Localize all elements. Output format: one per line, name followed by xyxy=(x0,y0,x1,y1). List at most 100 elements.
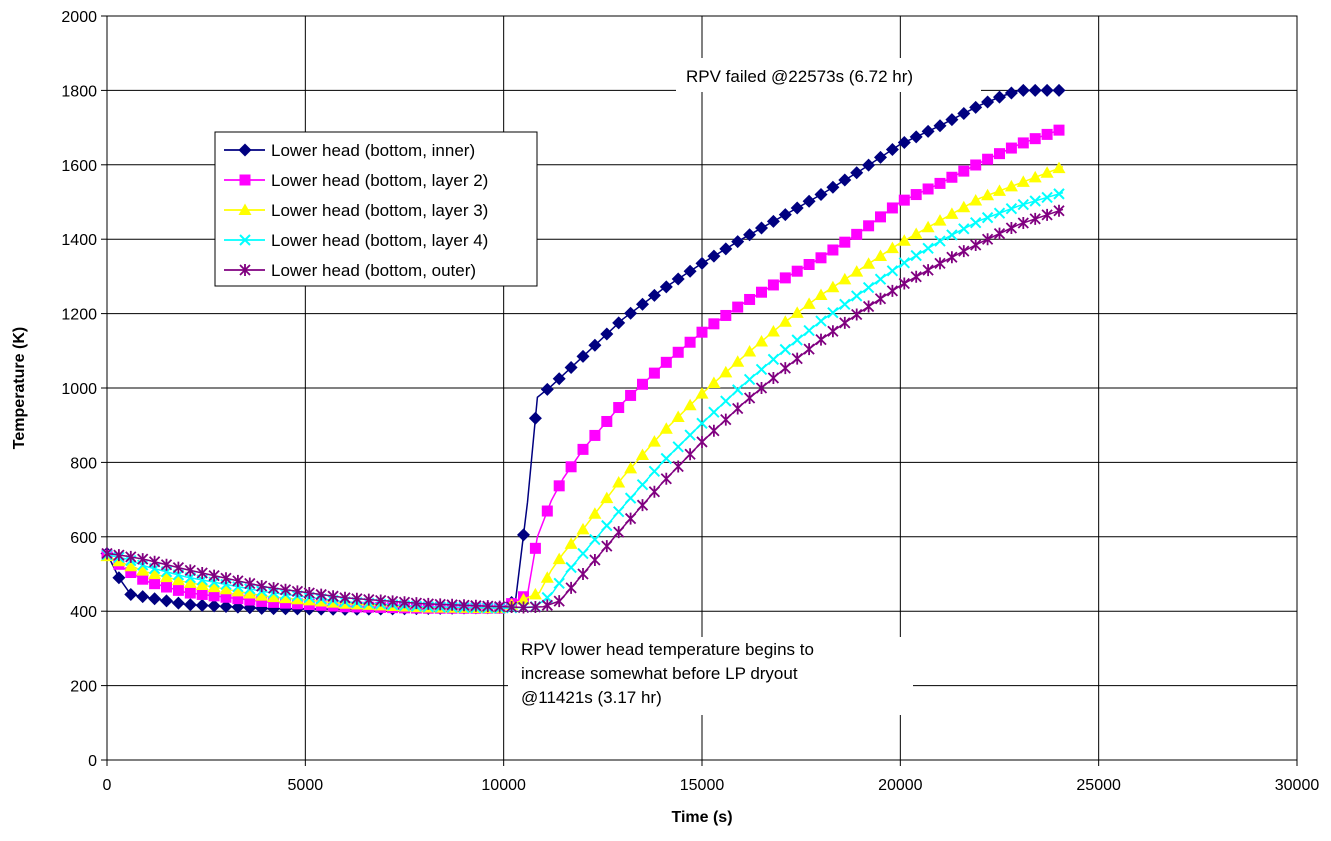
y-tick-label: 2000 xyxy=(61,9,97,26)
data-point xyxy=(125,550,137,563)
data-point xyxy=(207,599,221,613)
data-point xyxy=(767,371,780,384)
data-point xyxy=(851,308,863,321)
data-point xyxy=(921,124,935,138)
data-point xyxy=(660,472,672,485)
data-point xyxy=(672,460,684,473)
data-point xyxy=(267,590,281,603)
data-point xyxy=(696,435,708,448)
data-point xyxy=(613,402,625,414)
data-point xyxy=(993,184,1006,196)
data-point xyxy=(386,595,399,608)
data-point xyxy=(613,526,625,539)
data-point xyxy=(565,561,577,574)
data-point xyxy=(196,567,208,580)
data-point xyxy=(910,189,922,201)
data-point xyxy=(898,257,911,269)
data-point xyxy=(755,382,768,394)
x-axis-ticks: 0 5000 10000 15000 20000 25000 30000 xyxy=(103,760,1319,794)
data-point xyxy=(624,492,637,504)
data-point xyxy=(851,228,863,240)
data-point xyxy=(589,533,601,546)
data-point xyxy=(601,540,613,553)
data-point xyxy=(850,290,863,302)
data-point xyxy=(482,600,494,613)
data-point xyxy=(1029,212,1041,225)
legend-marker xyxy=(239,174,251,186)
data-point xyxy=(171,596,185,610)
data-point xyxy=(648,465,661,478)
data-point xyxy=(589,429,601,441)
data-point xyxy=(755,221,768,235)
data-point xyxy=(1041,191,1053,204)
legend-label: Lower head (bottom, layer 2) xyxy=(271,171,488,190)
data-point xyxy=(1041,128,1053,140)
data-point xyxy=(1053,188,1065,200)
data-point xyxy=(553,595,565,608)
data-point xyxy=(636,499,649,512)
legend-label: Lower head (bottom, layer 3) xyxy=(271,201,488,220)
data-point xyxy=(778,315,792,327)
data-point xyxy=(220,591,232,603)
y-tick-label: 200 xyxy=(70,679,97,696)
data-point xyxy=(552,552,566,565)
data-point xyxy=(660,452,673,465)
data-point xyxy=(1017,137,1029,149)
data-point xyxy=(719,242,733,256)
data-point xyxy=(874,150,887,164)
data-point xyxy=(1017,216,1029,229)
data-point xyxy=(528,587,542,600)
legend: Lower head (bottom, inner) Lower head (bo… xyxy=(214,131,538,287)
data-point xyxy=(756,286,767,298)
data-point xyxy=(743,373,756,386)
data-point xyxy=(696,417,708,430)
data-point xyxy=(695,387,709,399)
data-point xyxy=(708,424,720,437)
data-point xyxy=(529,542,541,554)
data-point xyxy=(969,194,983,206)
y-tick-label: 1800 xyxy=(61,83,97,100)
data-point xyxy=(922,183,934,195)
data-point xyxy=(564,361,578,375)
data-point xyxy=(779,362,791,375)
data-point xyxy=(422,597,434,610)
data-point xyxy=(671,272,685,286)
data-point xyxy=(981,233,994,246)
data-point xyxy=(1041,208,1053,221)
data-point xyxy=(529,601,542,614)
data-point xyxy=(576,522,590,535)
data-point xyxy=(886,284,899,297)
data-point xyxy=(958,165,970,177)
y-tick-label: 0 xyxy=(88,753,97,770)
data-point xyxy=(862,257,876,269)
data-point xyxy=(1017,198,1030,211)
y-tick-label: 1400 xyxy=(61,232,97,249)
data-point xyxy=(637,378,648,390)
data-point xyxy=(659,280,673,294)
x-axis-title: Time (s) xyxy=(671,809,732,826)
data-point xyxy=(957,200,971,213)
data-point xyxy=(553,577,565,590)
data-point xyxy=(815,315,827,327)
data-point xyxy=(826,280,840,293)
annotation-lower-head-line-3: @11421s (3.17 hr) xyxy=(521,688,662,707)
data-point xyxy=(1053,204,1065,217)
data-point xyxy=(708,318,720,330)
data-point xyxy=(814,188,828,202)
data-point xyxy=(588,338,602,352)
data-point xyxy=(601,519,613,532)
data-point xyxy=(219,582,233,595)
annotation-lower-head: RPV lower head temperature begins to inc… xyxy=(508,637,913,715)
data-point xyxy=(255,589,269,601)
data-point xyxy=(577,568,589,580)
legend-item-1: Lower head (bottom, inner) xyxy=(224,141,475,160)
data-point xyxy=(885,143,899,157)
data-point xyxy=(791,334,803,346)
data-point xyxy=(112,571,126,585)
data-point xyxy=(171,573,185,586)
data-point xyxy=(839,236,851,248)
data-point xyxy=(434,598,446,611)
data-point xyxy=(564,537,578,549)
data-point xyxy=(267,582,280,595)
